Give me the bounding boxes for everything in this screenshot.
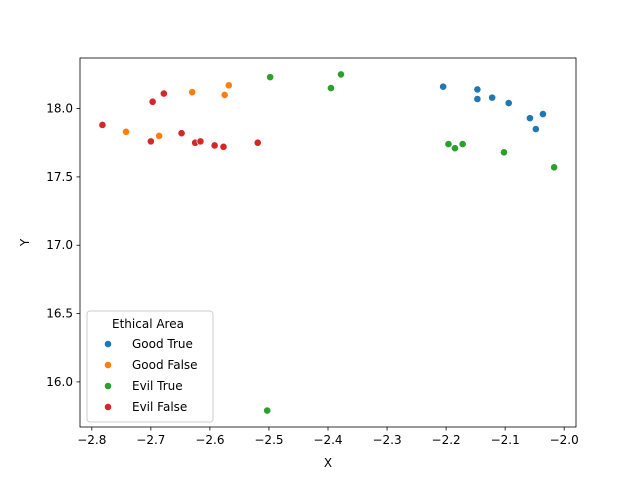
- y-tick-label: 16.5: [46, 307, 73, 321]
- data-point: [539, 110, 547, 118]
- x-tick-label: −2.3: [372, 433, 401, 447]
- data-point: [122, 127, 130, 136]
- legend-items: Good True Good False Evil True Evil False: [104, 337, 198, 414]
- data-point: [98, 121, 107, 129]
- data-point: [219, 142, 228, 151]
- data-point: [196, 137, 205, 146]
- x-tick-label: −2.5: [254, 433, 283, 447]
- data-point: [550, 163, 559, 172]
- data-point: [531, 125, 540, 133]
- legend-marker: [104, 361, 112, 369]
- data-point: [439, 82, 448, 91]
- data-point: [504, 99, 513, 107]
- data-point: [444, 140, 453, 148]
- x-tick-label: −2.6: [195, 433, 224, 447]
- y-tick-label: 17.5: [46, 170, 73, 184]
- data-point: [473, 95, 482, 103]
- legend-label: Good False: [132, 358, 198, 372]
- data-point: [458, 140, 467, 148]
- data-point: [148, 97, 157, 106]
- legend-item: Evil False: [104, 400, 187, 414]
- data-point: [473, 85, 482, 94]
- data-point: [177, 129, 186, 138]
- y-axis-label: Y: [18, 238, 32, 247]
- y-tick-label: 16.0: [46, 375, 73, 389]
- x-axis-label: X: [324, 456, 332, 470]
- y-axis: 16.0 16.5 17.0 17.5 18.0: [46, 102, 80, 389]
- data-point: [451, 144, 459, 153]
- legend-label: Evil True: [132, 379, 183, 393]
- data-point: [220, 91, 229, 99]
- data-point: [327, 84, 335, 92]
- x-axis: −2.8 −2.7 −2.6 −2.5 −2.4 −2.3 −2.2 −2.1 −2.0: [77, 427, 579, 447]
- x-tick-label: −2.2: [432, 433, 461, 447]
- data-point: [253, 138, 262, 147]
- data-point: [210, 141, 219, 150]
- legend-item: Good True: [104, 337, 193, 351]
- data-point: [155, 131, 164, 140]
- legend-item: Good False: [104, 358, 198, 372]
- data-point: [266, 73, 275, 82]
- data-point: [488, 93, 497, 102]
- x-tick-label: −2.7: [136, 433, 165, 447]
- y-tick-label: 18.0: [46, 102, 73, 116]
- legend-title: Ethical Area: [112, 317, 184, 331]
- data-point: [526, 114, 534, 123]
- points-layer: [98, 70, 559, 415]
- legend-label: Evil False: [132, 400, 187, 414]
- data-point: [263, 406, 272, 415]
- x-tick-label: −2.8: [77, 433, 106, 447]
- data-point: [337, 70, 345, 79]
- data-point: [500, 148, 508, 157]
- legend: Ethical Area Good True Good False Evil Tru…: [86, 310, 214, 423]
- data-point: [159, 89, 168, 98]
- legend-marker: [104, 340, 112, 348]
- data-point: [224, 81, 233, 90]
- x-tick-label: −2.0: [550, 433, 579, 447]
- legend-marker: [104, 382, 112, 390]
- x-tick-label: −2.1: [491, 433, 520, 447]
- legend-item: Evil True: [104, 379, 183, 393]
- data-point: [146, 137, 155, 146]
- y-tick-label: 17.0: [46, 238, 73, 252]
- legend-box: [86, 310, 214, 423]
- x-tick-label: −2.4: [313, 433, 342, 447]
- legend-label: Good True: [132, 337, 193, 351]
- legend-marker: [104, 403, 112, 411]
- data-point: [188, 88, 197, 97]
